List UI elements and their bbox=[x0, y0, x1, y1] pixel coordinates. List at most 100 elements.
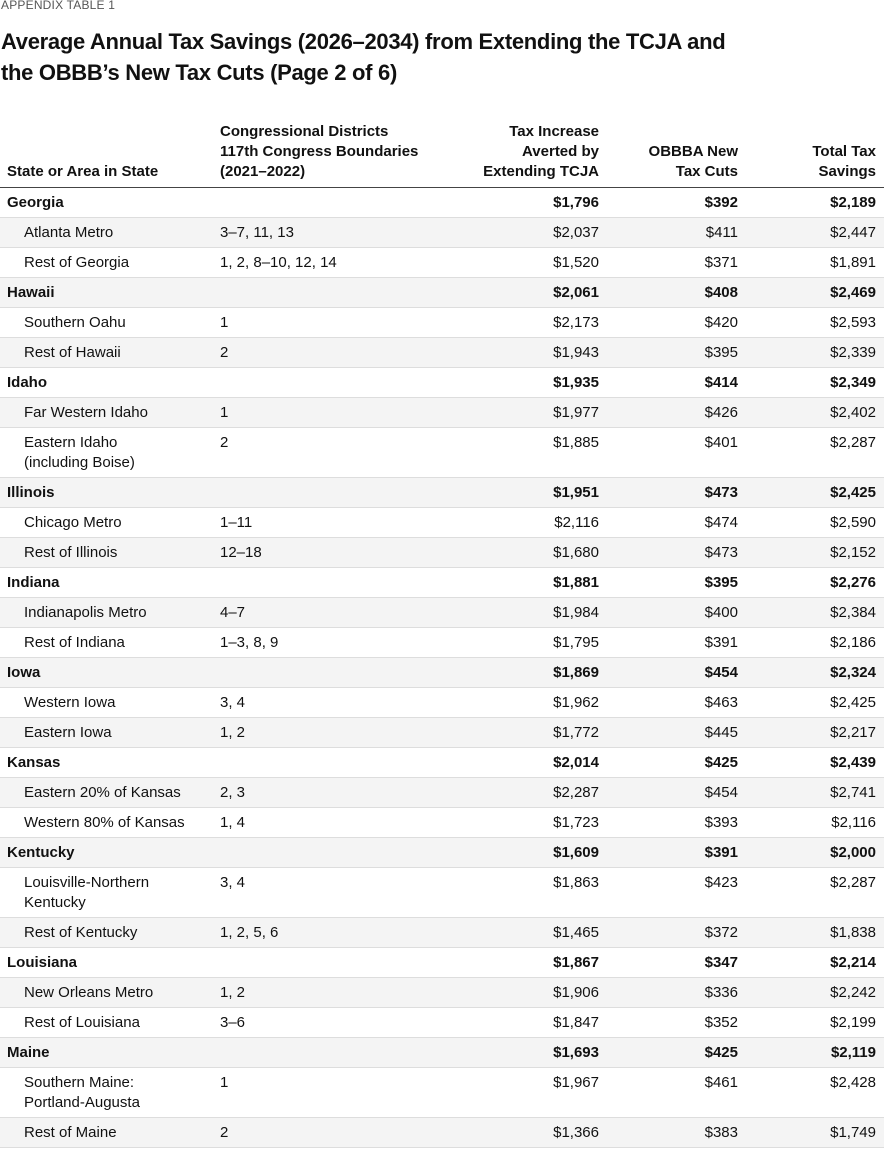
value-cell: $2,349 bbox=[830, 374, 876, 391]
districts: 3–6 bbox=[220, 1014, 246, 1031]
value-cell: $2,469 bbox=[830, 284, 876, 301]
value-cell: $352 bbox=[704, 1014, 738, 1031]
value-cell: $2,428 bbox=[830, 1074, 876, 1091]
area-row: Eastern Iowa 1, 2 $1,772 $445 $2,217 bbox=[0, 718, 884, 748]
state-row: Idaho $1,935 $414 $2,349 bbox=[0, 368, 884, 398]
state-row: Hawaii $2,061 $408 $2,469 bbox=[0, 278, 884, 308]
districts bbox=[220, 373, 440, 393]
value-cell: $1,609 bbox=[553, 844, 599, 861]
value-cell: $425 bbox=[704, 754, 738, 771]
value-cell: $1,749 bbox=[830, 1124, 876, 1141]
value-cell: $2,384 bbox=[830, 604, 876, 621]
state-name: Hawaii bbox=[7, 284, 55, 301]
districts: 3–7, 11, 13 bbox=[220, 224, 294, 241]
value-cell: $2,000 bbox=[830, 844, 876, 861]
header-line: Congressional Districts bbox=[220, 123, 389, 140]
districts bbox=[220, 953, 440, 973]
value-cell: $454 bbox=[704, 784, 738, 801]
header-line: Tax Increase bbox=[509, 123, 599, 140]
value-cell: $1,796 bbox=[553, 194, 599, 211]
districts: 3, 4 bbox=[220, 874, 246, 891]
header-row: State or Area in State Congressional Dist… bbox=[0, 118, 884, 188]
state-row: Kansas $2,014 $425 $2,439 bbox=[0, 748, 884, 778]
districts: 1–11 bbox=[220, 514, 253, 531]
value-cell: $383 bbox=[704, 1124, 738, 1141]
state-row: Indiana $1,881 $395 $2,276 bbox=[0, 568, 884, 598]
value-cell: $2,447 bbox=[830, 224, 876, 241]
header-line: Extending TCJA bbox=[483, 163, 599, 180]
area-name: Rest of Hawaii bbox=[24, 344, 121, 361]
area-row: Rest of Illinois 12–18 $1,680 $473 $2,152 bbox=[0, 538, 884, 568]
area-name: Rest of Illinois bbox=[24, 544, 118, 561]
districts bbox=[220, 283, 440, 303]
header-line: Averted by bbox=[522, 143, 599, 160]
value-cell: $425 bbox=[704, 1044, 738, 1061]
value-cell: $1,984 bbox=[553, 604, 599, 621]
area-row: Southern Maine: Portland-Augusta 1 $1,967 $… bbox=[0, 1068, 884, 1118]
districts: 1 bbox=[220, 1074, 229, 1091]
value-cell: $1,795 bbox=[553, 634, 599, 651]
value-cell: $2,590 bbox=[830, 514, 876, 531]
state-name: Illinois bbox=[7, 484, 55, 501]
value-cell: $1,693 bbox=[553, 1044, 599, 1061]
value-cell: $414 bbox=[704, 374, 738, 391]
districts bbox=[220, 663, 440, 683]
value-cell: $2,152 bbox=[830, 544, 876, 561]
value-cell: $1,847 bbox=[553, 1014, 599, 1031]
value-cell: $2,214 bbox=[830, 954, 876, 971]
area-name: Louisville-Northern Kentucky bbox=[24, 874, 150, 911]
value-cell: $2,119 bbox=[830, 1044, 876, 1061]
area-row: Rest of Indiana 1–3, 8, 9 $1,795 $391 $2,186 bbox=[0, 628, 884, 658]
value-cell: $1,520 bbox=[553, 254, 599, 271]
state-name: Louisiana bbox=[7, 954, 78, 971]
value-cell: $2,199 bbox=[830, 1014, 876, 1031]
value-cell: $2,287 bbox=[830, 874, 876, 891]
districts: 12–18 bbox=[220, 544, 262, 561]
districts bbox=[220, 573, 440, 593]
value-cell: $1,867 bbox=[553, 954, 599, 971]
value-cell: $2,116 bbox=[554, 514, 599, 531]
header-line: State or Area in State bbox=[7, 163, 159, 180]
value-cell: $2,116 bbox=[831, 814, 876, 831]
state-row: Louisiana $1,867 $347 $2,214 bbox=[0, 948, 884, 978]
area-name: Atlanta Metro bbox=[24, 224, 114, 241]
value-cell: $401 bbox=[704, 434, 738, 451]
state-name: Kansas bbox=[7, 754, 61, 771]
area-name: Rest of Indiana bbox=[24, 634, 125, 651]
value-cell: $1,951 bbox=[553, 484, 599, 501]
value-cell: $1,906 bbox=[553, 984, 599, 1001]
districts: 2 bbox=[220, 434, 229, 451]
value-cell: $1,366 bbox=[553, 1124, 599, 1141]
districts: 1, 2 bbox=[220, 984, 246, 1001]
state-name: Indiana bbox=[7, 574, 60, 591]
header-cell: State or Area in State bbox=[0, 162, 220, 182]
value-cell: $1,885 bbox=[553, 434, 599, 451]
districts: 2, 3 bbox=[220, 784, 246, 801]
area-row: Southern Oahu 1 $2,173 $420 $2,593 bbox=[0, 308, 884, 338]
value-cell: $347 bbox=[704, 954, 738, 971]
state-name: Georgia bbox=[7, 194, 64, 211]
value-cell: $1,723 bbox=[553, 814, 599, 831]
value-cell: $1,977 bbox=[553, 404, 599, 421]
districts: 2 bbox=[220, 344, 229, 361]
area-name: Western 80% of Kansas bbox=[24, 814, 185, 831]
value-cell: $408 bbox=[704, 284, 738, 301]
area-row: Eastern 20% of Kansas 2, 3 $2,287 $454 $2,74… bbox=[0, 778, 884, 808]
districts: 1 bbox=[220, 404, 229, 421]
area-name: Western Iowa bbox=[24, 694, 116, 711]
value-cell: $1,967 bbox=[553, 1074, 599, 1091]
area-row: Rest of Georgia 1, 2, 8–10, 12, 14 $1,520 $… bbox=[0, 248, 884, 278]
districts: 1, 2, 5, 6 bbox=[220, 924, 279, 941]
title-line: Average Annual Tax Savings (2026–2034) f… bbox=[1, 29, 726, 54]
value-cell: $336 bbox=[704, 984, 738, 1001]
value-cell: $1,943 bbox=[553, 344, 599, 361]
value-cell: $461 bbox=[704, 1074, 738, 1091]
header-cell: Congressional Districts 117th Congress Bo… bbox=[220, 122, 440, 182]
area-name: Eastern 20% of Kansas bbox=[24, 784, 181, 801]
header-line: Total Tax bbox=[812, 143, 876, 160]
area-row: Rest of Louisiana 3–6 $1,847 $352 $2,199 bbox=[0, 1008, 884, 1038]
value-cell: $2,217 bbox=[830, 724, 876, 741]
area-name: Far Western Idaho bbox=[24, 404, 148, 421]
value-cell: $1,891 bbox=[830, 254, 876, 271]
value-cell: $2,741 bbox=[830, 784, 876, 801]
